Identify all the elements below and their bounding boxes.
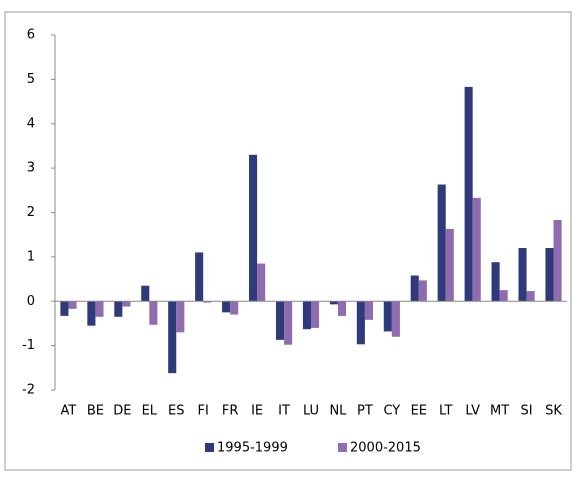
bar xyxy=(464,86,473,302)
bar xyxy=(499,290,508,302)
bar xyxy=(222,301,231,313)
bar xyxy=(60,301,69,316)
bar xyxy=(391,301,400,337)
bar xyxy=(249,154,258,302)
bar xyxy=(526,291,535,302)
bar xyxy=(302,301,311,330)
bar xyxy=(275,301,285,340)
bar xyxy=(383,301,392,332)
y-tick-label: -2 xyxy=(22,383,35,398)
bar xyxy=(257,263,266,302)
x-tick-label: LU xyxy=(303,404,319,419)
x-tick-label: IE xyxy=(251,404,263,419)
x-tick-label: DE xyxy=(113,404,131,419)
bar xyxy=(364,301,373,320)
x-tick-label: ES xyxy=(168,404,184,419)
y-tick-label: -1 xyxy=(22,338,35,353)
bar xyxy=(195,252,204,302)
x-tick-label: CY xyxy=(383,404,400,419)
bar xyxy=(68,301,77,309)
y-tick-label: 6 xyxy=(27,28,35,43)
x-tick-label: SI xyxy=(521,404,533,419)
y-tick-label: 1 xyxy=(27,249,35,264)
x-tick-label: FR xyxy=(222,404,239,419)
x-tick-label: IT xyxy=(278,404,290,419)
x-tick-label: LT xyxy=(439,404,452,419)
x-tick-label: AT xyxy=(61,404,77,419)
y-tick-label: 3 xyxy=(27,161,35,176)
bar xyxy=(230,301,239,315)
bar xyxy=(122,301,131,307)
chart-border xyxy=(4,11,572,471)
bar xyxy=(114,301,123,317)
legend-swatch xyxy=(205,443,214,452)
x-tick-label: NL xyxy=(329,404,347,419)
bar xyxy=(337,301,347,316)
bar xyxy=(95,301,104,317)
bar xyxy=(176,301,185,333)
bar xyxy=(545,248,554,302)
x-tick-label: FI xyxy=(198,404,209,419)
y-tick-label: 0 xyxy=(27,294,35,309)
legend-swatch xyxy=(338,443,347,452)
bar xyxy=(329,301,338,305)
x-tick-label: MT xyxy=(490,404,509,419)
bar xyxy=(203,301,212,303)
bar xyxy=(518,248,527,302)
y-tick-label: 5 xyxy=(27,72,35,87)
legend-label: 2000-2015 xyxy=(350,441,421,456)
y-tick-label: 2 xyxy=(27,205,35,220)
bar xyxy=(284,301,293,345)
bar xyxy=(149,301,158,325)
bar xyxy=(553,220,562,302)
bar xyxy=(491,262,500,302)
bar xyxy=(472,197,481,302)
bar xyxy=(410,275,419,302)
y-tick-label: 4 xyxy=(27,116,35,131)
bar xyxy=(418,280,427,302)
x-tick-label: PT xyxy=(357,404,373,419)
bar xyxy=(87,301,96,326)
bar xyxy=(311,301,320,328)
x-tick-label: BE xyxy=(87,404,104,419)
legend-label: 1995-1999 xyxy=(217,441,288,456)
x-tick-label: EL xyxy=(142,404,158,419)
bar xyxy=(445,228,454,302)
bar xyxy=(168,301,177,374)
bar xyxy=(141,285,150,302)
bar xyxy=(437,184,446,302)
x-tick-label: EE xyxy=(411,404,427,419)
x-tick-label: SK xyxy=(545,404,562,419)
bar xyxy=(356,301,365,345)
x-tick-label: LV xyxy=(465,404,480,419)
